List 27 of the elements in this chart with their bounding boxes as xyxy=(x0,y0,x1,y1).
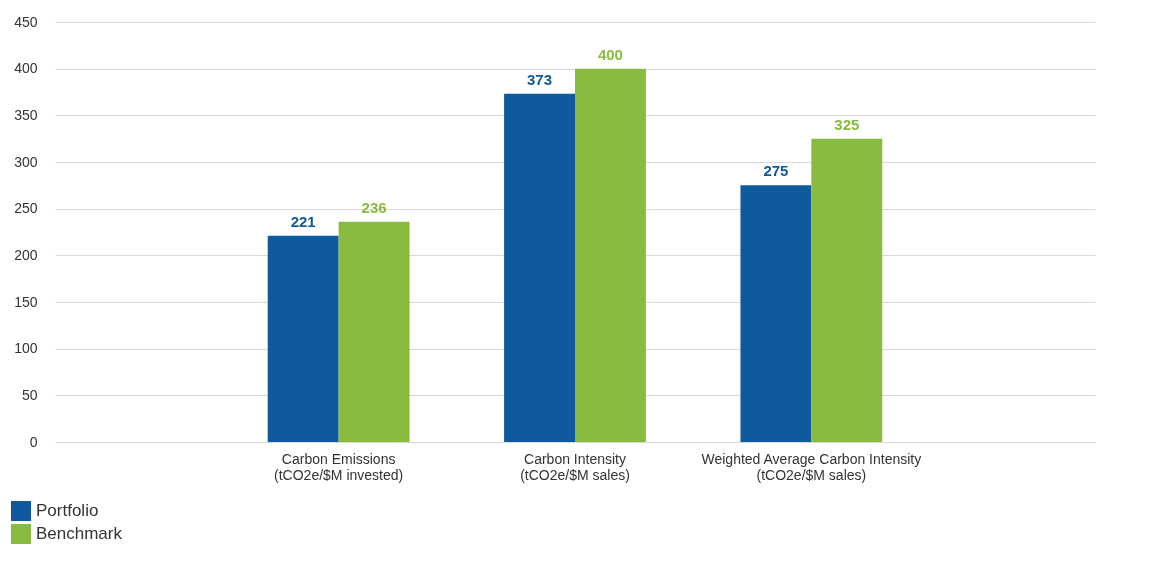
y-tick-label: 150 xyxy=(14,293,38,310)
y-tick-label: 400 xyxy=(14,60,38,77)
data-label: 275 xyxy=(763,162,789,180)
bar xyxy=(338,221,410,442)
legend-label: Benchmark xyxy=(36,524,123,543)
y-tick-label: 450 xyxy=(14,13,38,30)
y-tick-label: 250 xyxy=(14,200,38,217)
bar xyxy=(575,68,646,442)
y-tick-label: 300 xyxy=(14,153,38,170)
y-tick-label: 350 xyxy=(14,106,38,123)
x-tick-label: Weighted Average Carbon Intensity (tCO2e/$M sales) xyxy=(701,450,922,483)
data-label: 373 xyxy=(527,70,553,88)
y-tick-label: 0 xyxy=(29,433,38,450)
data-label: 236 xyxy=(361,198,387,216)
data-label: 221 xyxy=(290,212,316,230)
y-tick-label: 50 xyxy=(21,386,38,403)
bar xyxy=(267,235,339,442)
data-label: 400 xyxy=(597,45,623,63)
data-label: 325 xyxy=(834,115,860,133)
y-tick-label: 200 xyxy=(14,246,38,263)
bar xyxy=(504,93,575,442)
bar xyxy=(740,185,812,442)
x-tick-label: Carbon Intensity (tCO2e/$M sales) xyxy=(520,450,630,483)
y-tick-label: 100 xyxy=(14,340,38,357)
x-tick-label: Carbon Emissions (tCO2e/$M invested) xyxy=(274,450,404,483)
legend-label: Portfolio xyxy=(36,501,99,520)
bar xyxy=(811,138,883,442)
